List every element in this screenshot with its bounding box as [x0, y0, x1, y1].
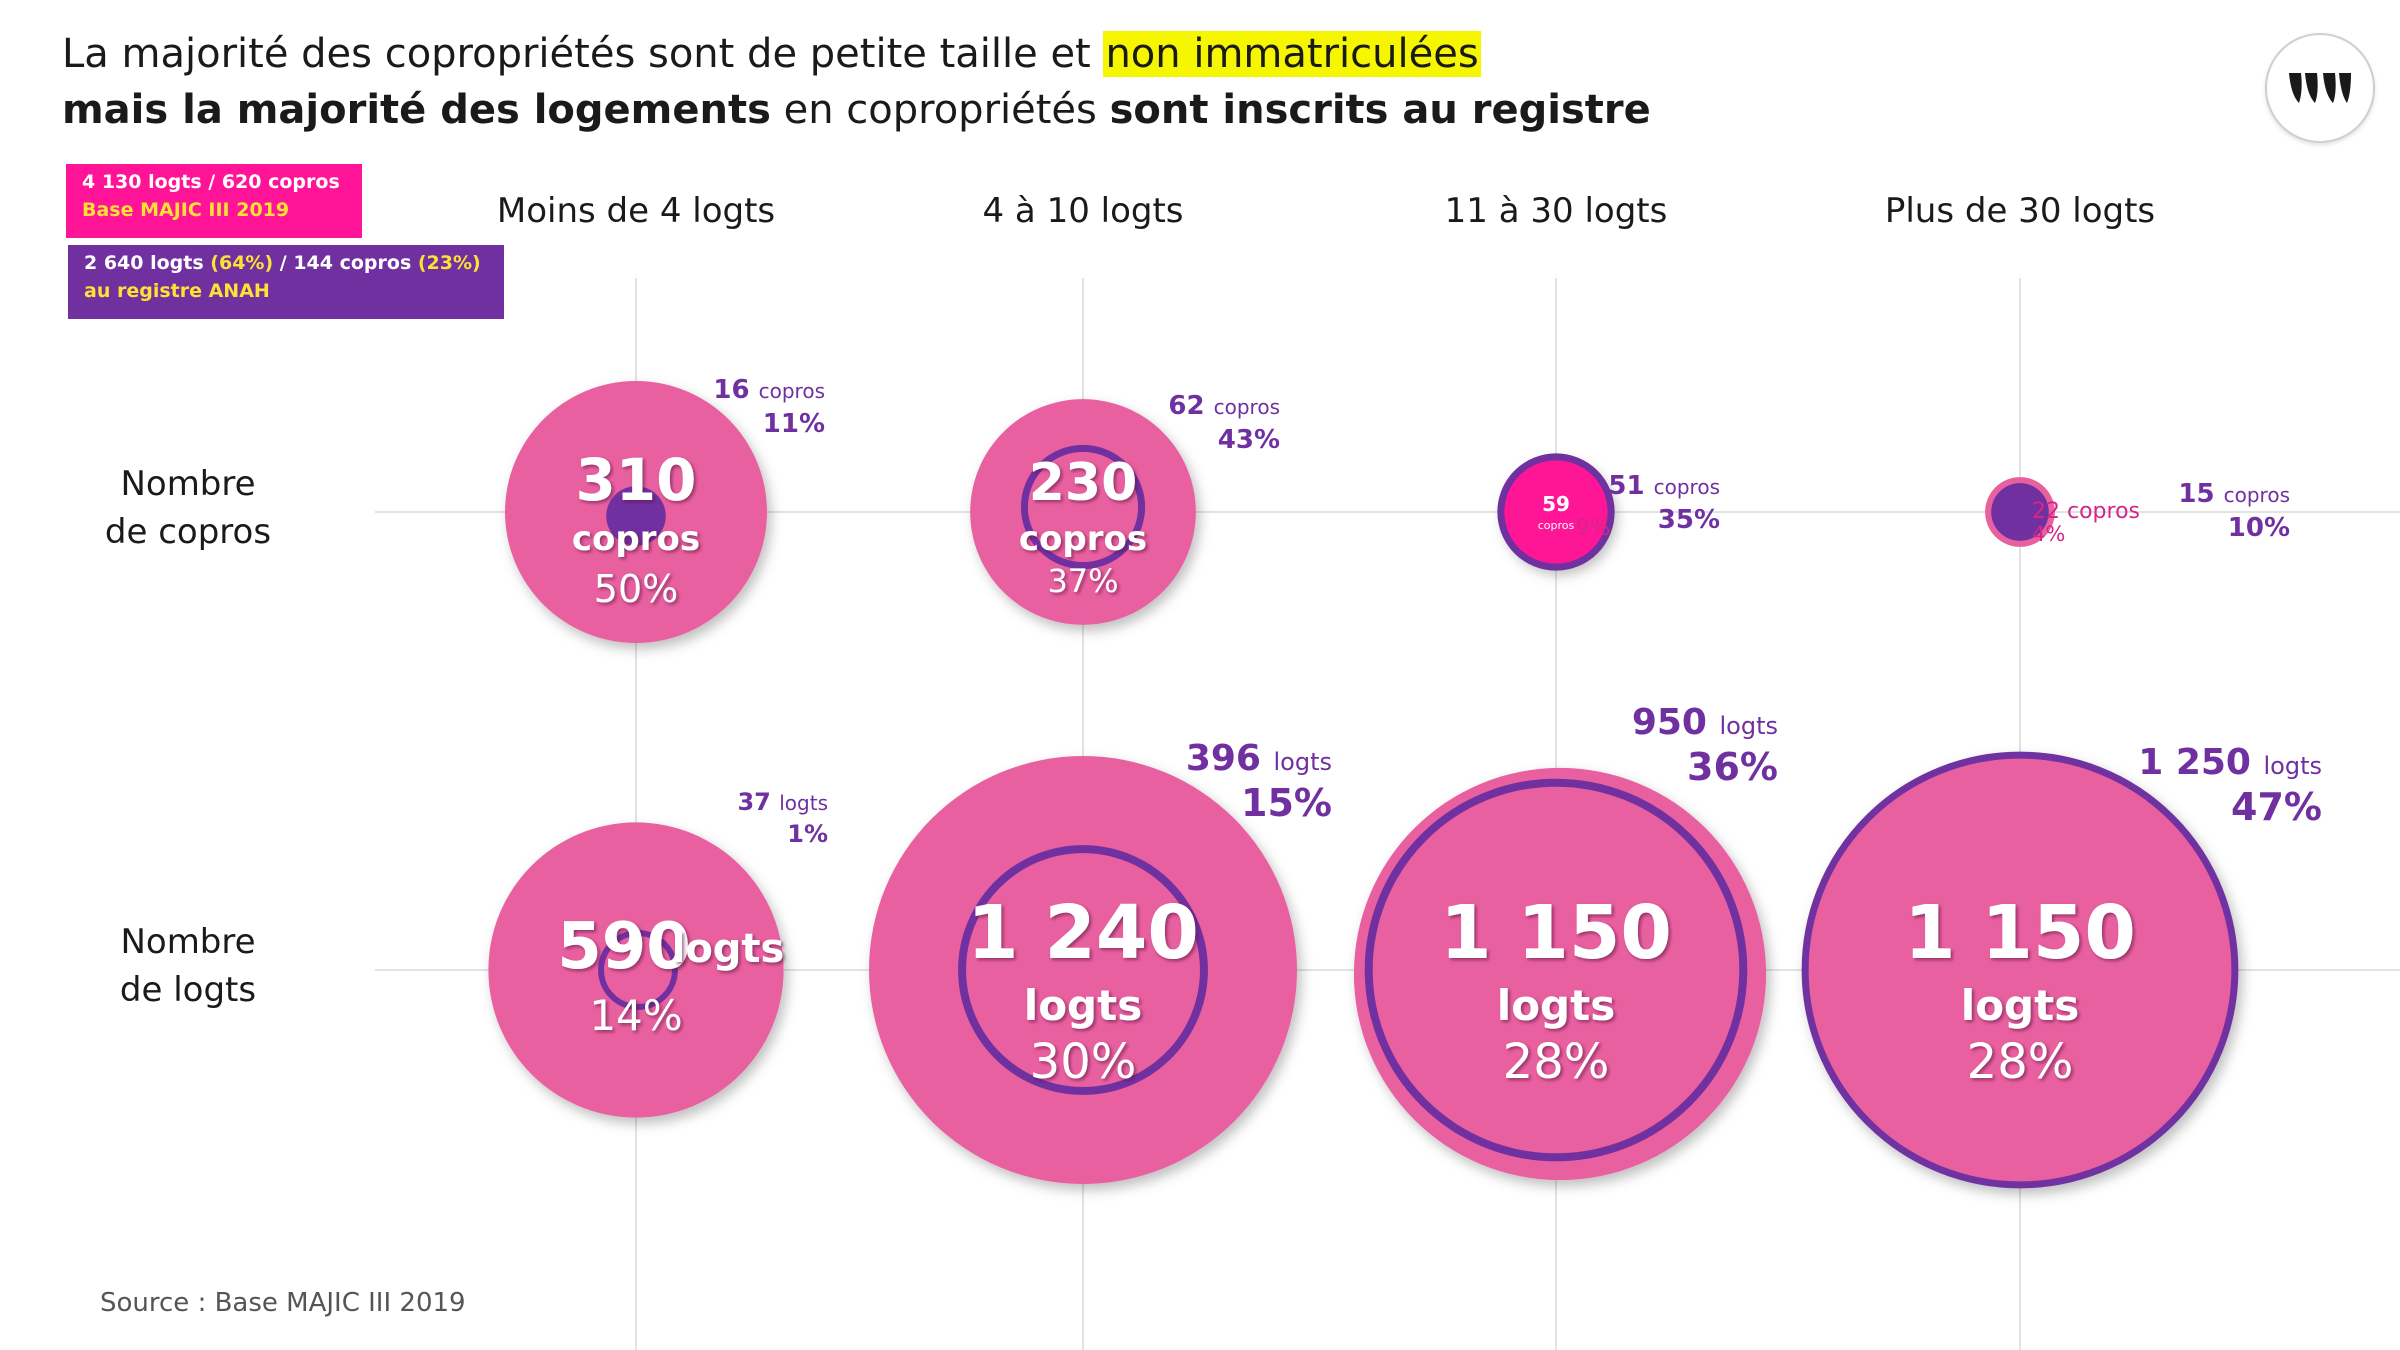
- legend-anah-copros-pct: (23%): [417, 252, 481, 274]
- legend-total: 4 130 logts / 620 copros Base MAJIC III …: [66, 164, 362, 238]
- anah-copros-value-1: 62: [1168, 391, 1213, 421]
- category-label-2: 11 à 30 logts: [1445, 191, 1668, 231]
- bubble-copros-2: [1498, 454, 1614, 570]
- title-mid: en copropriétés: [770, 87, 1110, 133]
- title-bold-1: mais la majorité des logements: [62, 87, 771, 133]
- anah-copros-unit-2: copros: [1654, 475, 1720, 499]
- bubble-copros-1: [970, 399, 1196, 625]
- anah-marker-copros-1: [1020, 444, 1146, 570]
- anah-marker-copros-2: [1497, 453, 1615, 571]
- bubble-copros-pct-2: 9%: [1576, 516, 1611, 541]
- anah-marker-copros-3: [1991, 483, 2049, 541]
- legend-total-line1: 4 130 logts / 620 copros: [82, 171, 340, 193]
- bubble-logts-unit-2: logts: [1497, 981, 1615, 1030]
- bubble-logts-pct-3: 28%: [1967, 1034, 2074, 1090]
- category-label-3: Plus de 30 logts: [1885, 191, 2155, 231]
- legend-anah-logts-pct: (64%): [210, 252, 274, 274]
- anah-logts-label-1: 396 logts: [1186, 738, 1332, 779]
- bubble-logts-value-0: 590: [557, 910, 691, 984]
- anah-copros-unit-3: copros: [2224, 483, 2290, 507]
- brand-logo: [2265, 33, 2375, 143]
- source-note: Source : Base MAJIC III 2019: [100, 1288, 466, 1318]
- bubble-copros-value-0: 310: [575, 446, 696, 514]
- anah-marker-logts-2: [1364, 778, 1748, 1162]
- bubble-logts-1: [869, 756, 1297, 1184]
- bubble-logts-value-2: 1 150: [1440, 890, 1672, 976]
- row-label-0-0: Nombre: [120, 464, 255, 504]
- bubble-copros-unit-0: copros: [572, 519, 700, 559]
- anah-copros-label-0: 16 copros: [713, 375, 825, 405]
- anah-copros-pct-1: 43%: [1218, 425, 1280, 455]
- anah-logts-label-3: 1 250 logts: [2138, 742, 2322, 783]
- anah-copros-label-1: 62 copros: [1168, 391, 1280, 421]
- bubble-logts-2: [1353, 767, 1767, 1181]
- category-label-1: 4 à 10 logts: [982, 191, 1183, 231]
- anah-marker-copros-0: [606, 486, 666, 546]
- legend-anah-copros: / 144 copros: [273, 252, 418, 274]
- bubble-logts-unit-1: logts: [1024, 981, 1142, 1030]
- row-label-1-1: de logts: [120, 970, 256, 1010]
- legend-anah: 2 640 logts (64%) / 144 copros (23%) au …: [68, 245, 504, 319]
- bubble-copros-pct-3: 4%: [2032, 522, 2065, 546]
- title-line-1: La majorité des copropriétés sont de pet…: [62, 26, 1651, 82]
- title-highlight: non immatriculées: [1103, 31, 1481, 77]
- anah-logts-unit-0: logts: [779, 791, 828, 815]
- bubble-logts-value-3: 1 150: [1904, 890, 2136, 976]
- anah-logts-pct-3: 47%: [2231, 785, 2322, 829]
- bubble-copros-pct-1: 37%: [1047, 562, 1118, 600]
- title-bold-2: sont inscrits au registre: [1109, 87, 1651, 133]
- anah-copros-pct-0: 11%: [763, 409, 825, 439]
- legend-anah-line1: 2 640 logts (64%) / 144 copros (23%): [84, 249, 488, 277]
- anah-copros-value-2: 51: [1608, 471, 1653, 501]
- title-line1-text: La majorité des copropriétés sont de pet…: [62, 31, 1104, 77]
- legend-total-line2: Base MAJIC III 2019: [82, 199, 290, 221]
- row-label-1-0: Nombre: [120, 922, 255, 962]
- anah-marker-logts-0: [598, 930, 678, 1010]
- anah-copros-label-3: 15 copros: [2178, 479, 2290, 509]
- bubble-copros-pct-0: 50%: [594, 567, 678, 611]
- bubble-logts-pct-0: 14%: [589, 991, 682, 1040]
- bubble-logts-pct-1: 30%: [1030, 1034, 1137, 1090]
- anah-logts-unit-3: logts: [2264, 752, 2323, 780]
- anah-copros-label-2: 51 copros: [1608, 471, 1720, 501]
- logo-icon: [2289, 73, 2351, 103]
- anah-logts-value-2: 950: [1632, 702, 1720, 743]
- anah-logts-value-0: 37: [737, 788, 779, 816]
- anah-copros-value-0: 16: [713, 375, 758, 405]
- chart-title: La majorité des copropriétés sont de pet…: [62, 26, 1651, 138]
- anah-logts-pct-2: 36%: [1687, 745, 1778, 789]
- row-label-0-1: de copros: [105, 512, 271, 552]
- anah-copros-pct-2: 35%: [1658, 505, 1720, 535]
- anah-copros-unit-1: copros: [1214, 395, 1280, 419]
- anah-logts-value-1: 396: [1186, 738, 1274, 779]
- bubble-copros-unit-2: copros: [1538, 519, 1575, 532]
- anah-logts-label-2: 950 logts: [1632, 702, 1778, 743]
- anah-logts-unit-1: logts: [1274, 748, 1333, 776]
- anah-marker-logts-1: [958, 845, 1208, 1095]
- anah-copros-pct-3: 10%: [2228, 513, 2290, 543]
- legend-anah-logts: 2 640 logts: [84, 252, 211, 274]
- anah-copros-unit-0: copros: [759, 379, 825, 403]
- bubble-logts-3: [1801, 751, 2239, 1189]
- category-label-0: Moins de 4 logts: [497, 191, 775, 231]
- anah-logts-label-0: 37 logts: [737, 788, 828, 816]
- bubble-logts-0: [488, 822, 784, 1118]
- bubble-copros-unit-1: copros: [1019, 519, 1147, 559]
- anah-copros-value-3: 15: [2178, 479, 2223, 509]
- bubble-logts-pct-2: 28%: [1503, 1034, 1610, 1090]
- bubble-copros-value-3: 22 copros: [2032, 499, 2140, 524]
- anah-logts-value-3: 1 250: [2138, 742, 2263, 783]
- anah-logts-unit-2: logts: [1720, 712, 1779, 740]
- bubble-logts-unit-0: logts: [672, 926, 785, 972]
- anah-logts-pct-1: 15%: [1241, 781, 1332, 825]
- bubble-logts-value-1: 1 240: [967, 890, 1199, 976]
- bubble-copros-value-2: 59: [1542, 492, 1570, 516]
- title-line-2: mais la majorité des logements en coprop…: [62, 82, 1651, 138]
- anah-logts-pct-0: 1%: [787, 820, 828, 848]
- legend-anah-line2: au registre ANAH: [84, 280, 270, 302]
- bubble-copros-value-1: 230: [1029, 453, 1138, 513]
- bubble-logts-unit-3: logts: [1961, 981, 2079, 1030]
